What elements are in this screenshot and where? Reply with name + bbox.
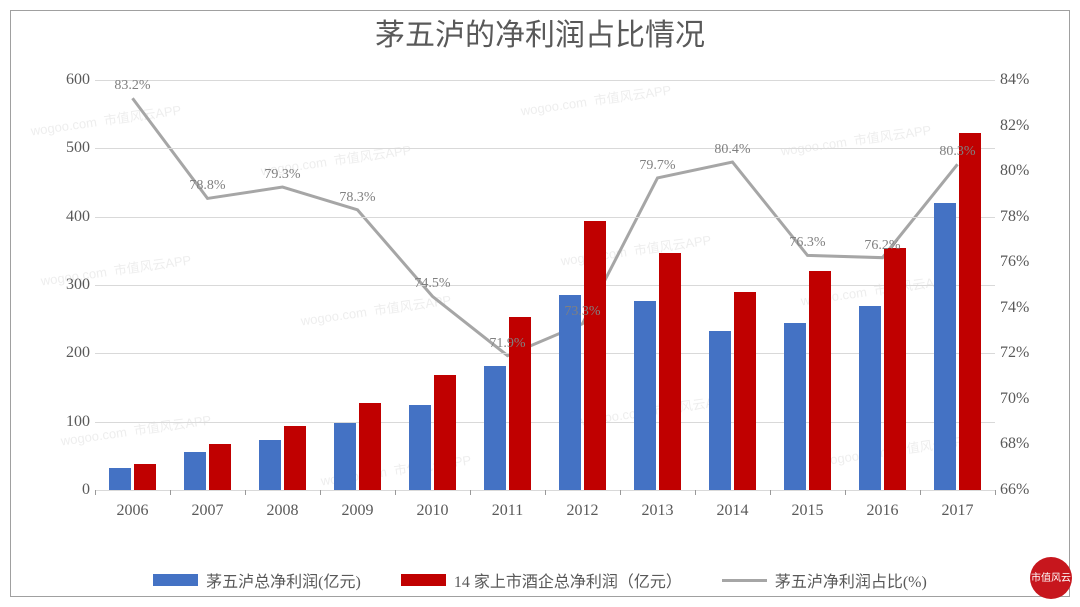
grid-line (95, 217, 995, 218)
y-right-tick-label: 76% (1000, 253, 1050, 271)
x-tick-label: 2016 (867, 502, 899, 520)
plot-area: 010020030040050060066%68%70%72%74%76%78%… (95, 80, 995, 490)
line-value-label: 76.2% (864, 238, 900, 254)
x-tick (395, 490, 396, 495)
x-tick (695, 490, 696, 495)
bar-series2 (884, 248, 906, 490)
bar-series1 (709, 331, 731, 490)
y-left-tick-label: 200 (40, 344, 90, 362)
bar-series1 (934, 203, 956, 490)
legend: 茅五泸总净利润(亿元) 14 家上市酒企总净利润（亿元） 茅五泸净利润占比(%) (0, 568, 1080, 592)
y-right-tick-label: 78% (1000, 208, 1050, 226)
y-left-tick-label: 600 (40, 71, 90, 89)
y-left-tick-label: 500 (40, 139, 90, 157)
line-value-label: 74.5% (414, 276, 450, 292)
y-left-tick-label: 400 (40, 208, 90, 226)
y-right-tick-label: 82% (1000, 117, 1050, 135)
y-right-tick-label: 74% (1000, 299, 1050, 317)
bar-series2 (809, 271, 831, 490)
line-value-label: 71.9% (489, 336, 525, 352)
x-tick-label: 2008 (267, 502, 299, 520)
bar-series2 (134, 464, 156, 490)
bar-series1 (259, 440, 281, 490)
y-right-tick-label: 80% (1000, 162, 1050, 180)
legend-swatch (153, 574, 198, 586)
x-tick-label: 2007 (192, 502, 224, 520)
bar-series1 (334, 423, 356, 490)
x-tick (245, 490, 246, 495)
grid-line (95, 80, 995, 81)
x-tick-label: 2012 (567, 502, 599, 520)
stamp-icon: 市值风云 (1030, 557, 1072, 599)
line-value-label: 76.3% (789, 235, 825, 251)
x-tick (320, 490, 321, 495)
legend-item-bar2: 14 家上市酒企总净利润（亿元） (401, 568, 682, 592)
y-left-tick-label: 0 (40, 481, 90, 499)
x-tick-label: 2006 (117, 502, 149, 520)
y-right-tick-label: 72% (1000, 344, 1050, 362)
x-tick (470, 490, 471, 495)
grid-line (95, 285, 995, 286)
x-tick-label: 2015 (792, 502, 824, 520)
bar-series1 (184, 452, 206, 490)
chart-container: 茅五泸的净利润占比情况 wogoo.com 市值风云APP wogoo.com … (0, 0, 1080, 607)
x-tick-label: 2013 (642, 502, 674, 520)
chart-title: 茅五泸的净利润占比情况 (0, 10, 1080, 54)
x-tick-label: 2009 (342, 502, 374, 520)
y-right-tick-label: 66% (1000, 481, 1050, 499)
bar-series1 (484, 366, 506, 490)
y-right-tick-label: 84% (1000, 71, 1050, 89)
y-right-tick-label: 70% (1000, 390, 1050, 408)
line-value-label: 79.3% (264, 167, 300, 183)
line-value-label: 83.2% (114, 78, 150, 94)
x-tick (545, 490, 546, 495)
line-value-label: 80.3% (939, 144, 975, 160)
line-value-label: 79.7% (639, 158, 675, 174)
legend-label: 茅五泸总净利润(亿元) (206, 568, 361, 592)
x-tick (845, 490, 846, 495)
bar-series2 (434, 375, 456, 490)
bar-series2 (959, 133, 981, 490)
line-series (133, 98, 958, 355)
bar-series2 (284, 426, 306, 490)
x-tick (995, 490, 996, 495)
bar-series2 (209, 444, 231, 490)
x-tick (770, 490, 771, 495)
y-right-tick-label: 68% (1000, 435, 1050, 453)
x-tick-label: 2011 (492, 502, 523, 520)
y-left-tick-label: 300 (40, 276, 90, 294)
bar-series1 (409, 405, 431, 490)
line-value-label: 78.3% (339, 190, 375, 206)
bar-series2 (584, 221, 606, 490)
bar-series2 (359, 403, 381, 490)
bar-series2 (659, 253, 681, 490)
line-value-label: 80.4% (714, 142, 750, 158)
bar-series1 (859, 306, 881, 491)
x-tick-label: 2010 (417, 502, 449, 520)
bar-series2 (734, 292, 756, 490)
legend-label: 14 家上市酒企总净利润（亿元） (454, 568, 682, 592)
legend-label: 茅五泸净利润占比(%) (775, 568, 927, 592)
bar-series1 (784, 323, 806, 490)
legend-swatch (722, 579, 767, 582)
legend-swatch (401, 574, 446, 586)
x-tick (920, 490, 921, 495)
bar-series1 (634, 301, 656, 490)
y-left-tick-label: 100 (40, 413, 90, 431)
legend-item-bar1: 茅五泸总净利润(亿元) (153, 568, 361, 592)
x-tick (170, 490, 171, 495)
line-value-label: 78.8% (189, 178, 225, 194)
x-tick-label: 2014 (717, 502, 749, 520)
x-tick (620, 490, 621, 495)
x-tick-label: 2017 (942, 502, 974, 520)
line-value-label: 73.3% (564, 304, 600, 320)
bar-series1 (559, 295, 581, 490)
legend-item-line: 茅五泸净利润占比(%) (722, 568, 927, 592)
x-tick (95, 490, 96, 495)
grid-line (95, 148, 995, 149)
bar-series1 (109, 468, 131, 490)
